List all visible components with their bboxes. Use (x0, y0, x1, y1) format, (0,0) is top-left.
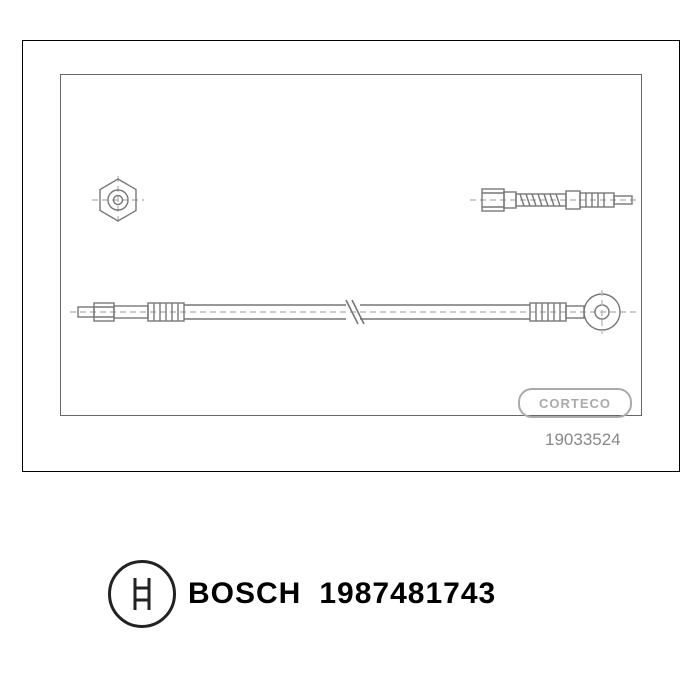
part-number: 1987481743 (319, 577, 496, 611)
hex-nut-view (92, 176, 144, 224)
small-part-number: 19033524 (545, 430, 621, 450)
corteco-text: CORTECO (539, 396, 611, 411)
brand-name: BOSCH (188, 577, 301, 611)
hose-assembly (70, 290, 636, 334)
fitting-side-view (470, 189, 640, 211)
footer-brand: BOSCH 1987481743 (108, 560, 496, 628)
corteco-badge: CORTECO (518, 388, 632, 418)
bosch-logo-icon (108, 560, 176, 628)
